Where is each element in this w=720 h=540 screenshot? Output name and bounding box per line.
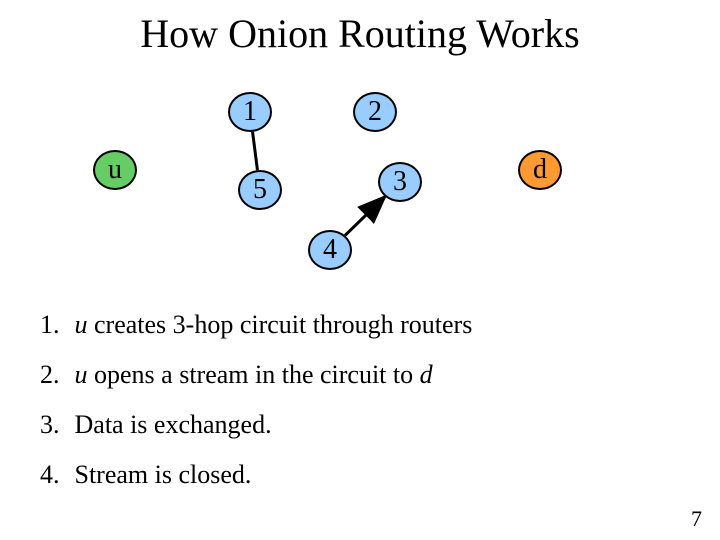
- step-text: u creates 3-hop circuit through routers: [75, 310, 473, 339]
- step-item: 1. u creates 3-hop circuit through route…: [40, 310, 680, 340]
- step-text: Stream is closed.: [75, 460, 252, 489]
- step-number: 2.: [40, 360, 68, 390]
- step-item: 2. u opens a stream in the circuit to d: [40, 360, 680, 390]
- edge: [253, 132, 258, 170]
- step-number: 3.: [40, 410, 68, 440]
- page-title: How Onion Routing Works: [0, 10, 720, 57]
- node-d: d: [518, 150, 562, 190]
- node-3: 3: [378, 162, 422, 202]
- step-item: 4. Stream is closed.: [40, 460, 680, 490]
- network-diagram: u 1 2 5 34 d: [0, 70, 720, 300]
- node-4: 4: [308, 230, 352, 270]
- step-text: u opens a stream in the circuit to d: [75, 360, 433, 389]
- step-number: 4.: [40, 460, 68, 490]
- edge: [345, 197, 385, 236]
- node-5: 5: [238, 170, 282, 210]
- step-number: 1.: [40, 310, 68, 340]
- step-text: Data is exchanged.: [75, 410, 272, 439]
- node-u: u: [93, 150, 137, 190]
- steps-list: 1. u creates 3-hop circuit through route…: [40, 310, 680, 510]
- step-item: 3. Data is exchanged.: [40, 410, 680, 440]
- page-number: 7: [691, 506, 702, 532]
- node-2: 2: [353, 92, 397, 132]
- node-1: 1: [228, 92, 272, 132]
